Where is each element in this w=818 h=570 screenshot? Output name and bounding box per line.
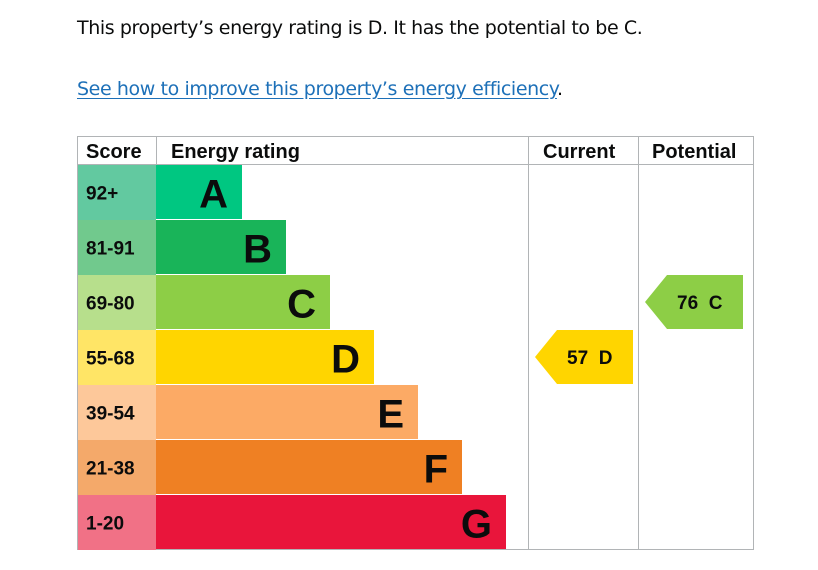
rating-markers: 57 D 76 C bbox=[535, 275, 743, 384]
band-bar-b bbox=[156, 220, 286, 274]
band-score-cell bbox=[78, 385, 156, 440]
band-score-cell bbox=[78, 275, 156, 330]
improve-efficiency-paragraph: See how to improve this property’s energ… bbox=[77, 74, 563, 104]
band-bar-e bbox=[156, 385, 418, 439]
band-score-cell bbox=[78, 220, 156, 275]
band-letter-label: A bbox=[199, 173, 228, 217]
current-rating-marker-label: 57 D bbox=[567, 348, 612, 369]
band-range-label: 69-80 bbox=[86, 294, 135, 315]
band-score-cell bbox=[78, 330, 156, 385]
band-bar-d bbox=[156, 330, 374, 384]
band-range-label: 92+ bbox=[86, 184, 118, 205]
band-bar-a bbox=[156, 165, 242, 219]
band-range-label: 81-91 bbox=[86, 239, 135, 260]
chart-grid bbox=[77, 136, 754, 550]
band-score-cell bbox=[78, 495, 156, 550]
band-range-label: 21-38 bbox=[86, 459, 135, 480]
potential-rating-marker-arrow bbox=[645, 275, 743, 329]
header-potential: Potential bbox=[652, 141, 736, 163]
band-bar-g bbox=[156, 495, 506, 549]
band-letter-label: D bbox=[331, 338, 360, 382]
rating-bands: 92+ A 81-91 B 69-80 C 55-68 D 39-54 E 21-38 F 1-20 G bbox=[78, 165, 506, 550]
band-g: 1-20 G bbox=[78, 495, 506, 550]
band-letter-label: G bbox=[461, 503, 492, 547]
improve-efficiency-link[interactable]: See how to improve this property’s energ… bbox=[77, 78, 557, 100]
band-range-label: 1-20 bbox=[86, 514, 124, 535]
improve-link-suffix: . bbox=[556, 78, 563, 100]
header-score: Score bbox=[86, 141, 142, 163]
band-letter-label: C bbox=[287, 283, 316, 327]
band-e: 39-54 E bbox=[78, 385, 418, 440]
band-c: 69-80 C bbox=[78, 275, 330, 330]
current-rating-marker: 57 D bbox=[535, 330, 633, 384]
header-energy-rating: Energy rating bbox=[171, 141, 300, 163]
band-a: 92+ A bbox=[78, 165, 242, 220]
band-score-cell bbox=[78, 165, 156, 220]
band-d: 55-68 D bbox=[78, 330, 374, 385]
current-rating-marker-arrow bbox=[535, 330, 633, 384]
band-range-label: 39-54 bbox=[86, 404, 135, 425]
band-score-cell bbox=[78, 440, 156, 495]
potential-rating-marker-label: 76 C bbox=[677, 293, 723, 314]
chart-border bbox=[77, 136, 754, 550]
band-bar-f bbox=[156, 440, 462, 494]
energy-rating-summary: This property’s energy rating is D. It h… bbox=[77, 17, 643, 39]
band-f: 21-38 F bbox=[78, 440, 462, 495]
band-bar-c bbox=[156, 275, 330, 329]
band-letter-label: E bbox=[377, 393, 404, 437]
header-current: Current bbox=[543, 141, 616, 163]
band-range-label: 55-68 bbox=[86, 349, 135, 370]
band-letter-label: B bbox=[243, 228, 272, 272]
potential-rating-marker: 76 C bbox=[645, 275, 743, 329]
band-b: 81-91 B bbox=[78, 220, 286, 275]
band-letter-label: F bbox=[424, 448, 448, 492]
